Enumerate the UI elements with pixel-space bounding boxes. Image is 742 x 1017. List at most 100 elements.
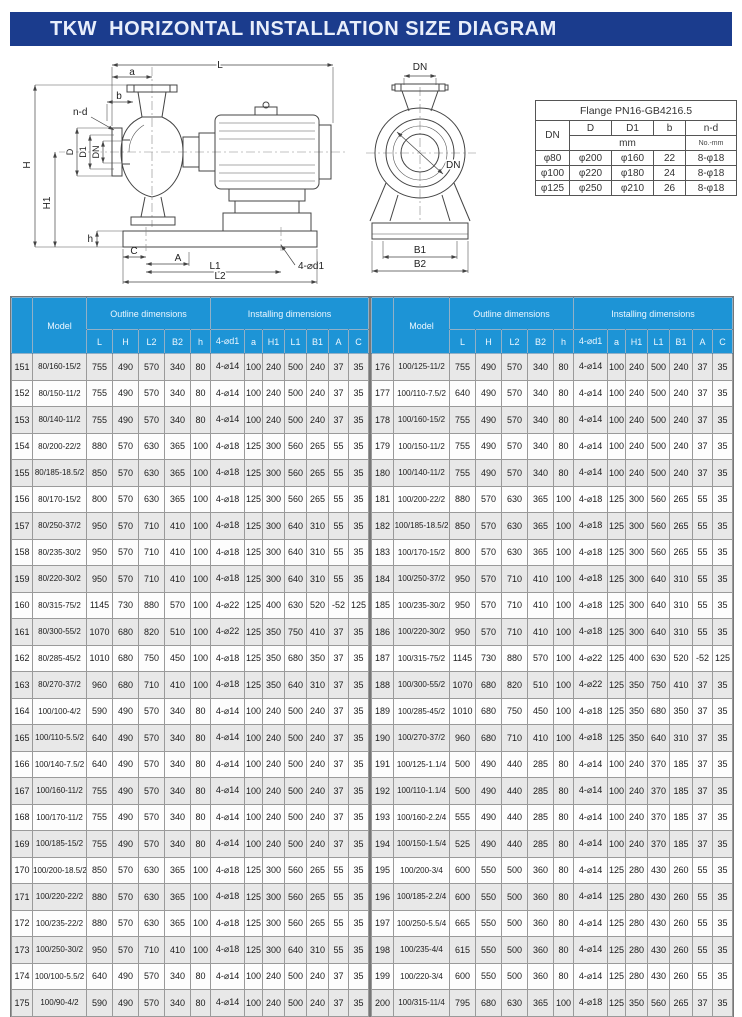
dim-cell: 125 xyxy=(607,565,627,593)
dim-cell: 880 xyxy=(449,485,476,513)
dim-cell: 4-⌀18 xyxy=(210,512,246,540)
dim-cell: 80 xyxy=(189,830,212,858)
dim-cell: 490 xyxy=(475,459,502,487)
dim-cell: 490 xyxy=(112,353,139,381)
dim-cell: 35 xyxy=(712,565,734,593)
dim-cell: 35 xyxy=(348,353,370,381)
dim-cell: 520 xyxy=(669,644,694,672)
dim-cell: 240 xyxy=(625,830,649,858)
row-number: 188 xyxy=(371,671,394,699)
dim-cell: 755 xyxy=(86,830,113,858)
dim-cell: 80 xyxy=(552,856,575,884)
dim-cell: 4-⌀18 xyxy=(210,432,246,460)
dim-cell: 510 xyxy=(527,671,554,699)
dim-cell: 100 xyxy=(244,724,264,752)
flange-col-d: D xyxy=(569,120,612,136)
col-L2: L2 xyxy=(138,329,165,354)
row-number: 173 xyxy=(11,936,33,964)
dim-cell: 4-⌀14 xyxy=(573,909,609,937)
dim-cell: 35 xyxy=(712,379,734,407)
model-cell: 100/125-1.1/4 xyxy=(393,750,450,778)
table-row: 194 100/150-1.5/4 525 490 440 285 80 4-⌀14 100 24… xyxy=(371,830,734,858)
dim-cell: 125 xyxy=(607,485,627,513)
dim-cell: 4-⌀18 xyxy=(210,671,246,699)
dim-cell: 4-⌀14 xyxy=(573,803,609,831)
dim-cell: 560 xyxy=(647,538,671,566)
dim-cell: 500 xyxy=(501,936,528,964)
col-B2: B2 xyxy=(527,329,554,354)
dim-cell: 560 xyxy=(284,856,308,884)
dim-cell: 570 xyxy=(501,432,528,460)
dim-cell: 100 xyxy=(244,406,264,434)
dim-cell: 35 xyxy=(348,936,370,964)
dim-cell: 750 xyxy=(138,644,165,672)
dim-cell: 125 xyxy=(607,644,627,672)
dim-cell: 4-⌀18 xyxy=(210,856,246,884)
dim-cell: 450 xyxy=(527,697,554,725)
dim-cell: 730 xyxy=(475,644,502,672)
dim-cell: 430 xyxy=(647,936,671,964)
dim-cell: 570 xyxy=(138,379,165,407)
flange-cell: φ80 xyxy=(535,150,570,166)
dim-cell: 950 xyxy=(86,565,113,593)
dim-cell: 35 xyxy=(712,512,734,540)
dim-cell: 240 xyxy=(306,962,330,990)
dim-cell: 125 xyxy=(244,591,264,619)
model-cell: 80/250-37/2 xyxy=(32,512,87,540)
dim-cell: 80 xyxy=(189,379,212,407)
model-cell: 80/300-55/2 xyxy=(32,618,87,646)
dim-cell: 570 xyxy=(138,777,165,805)
dim-cell: 125 xyxy=(607,724,627,752)
dim-cell: 125 xyxy=(244,883,264,911)
dim-cell: 35 xyxy=(712,830,734,858)
row-number: 179 xyxy=(371,432,394,460)
dim-cell: 340 xyxy=(164,353,191,381)
dim-cell: 55 xyxy=(692,909,714,937)
dim-cell: 680 xyxy=(112,644,139,672)
dim-cell: 300 xyxy=(262,883,286,911)
dim-cell: 300 xyxy=(262,565,286,593)
model-cell: 100/100-5.5/2 xyxy=(32,962,87,990)
dim-cell: 125 xyxy=(244,936,264,964)
dim-cell: 640 xyxy=(647,724,671,752)
col-a: a xyxy=(607,329,627,354)
dim-label-anchor-holes: 4-⌀d1 xyxy=(298,261,324,272)
dim-cell: 550 xyxy=(475,856,502,884)
dim-cell: 4-⌀18 xyxy=(573,565,609,593)
dim-cell: 55 xyxy=(328,856,350,884)
dim-cell: 37 xyxy=(692,777,714,805)
flange-cell: φ250 xyxy=(569,180,612,196)
dim-cell: 490 xyxy=(112,989,139,1017)
dim-cell: 35 xyxy=(712,406,734,434)
dim-cell: 300 xyxy=(262,856,286,884)
dim-cell: 665 xyxy=(449,909,476,937)
dim-cell: 570 xyxy=(112,856,139,884)
dim-cell: 550 xyxy=(475,936,502,964)
dim-cell: 4-⌀14 xyxy=(573,777,609,805)
flange-table: Flange PN16-GB4216.5 DN D D1 b n-d mm No… xyxy=(534,100,738,196)
dim-cell: 240 xyxy=(669,353,694,381)
dim-cell: 35 xyxy=(348,459,370,487)
flange-cell: φ180 xyxy=(611,165,654,181)
dim-cell: 4-⌀14 xyxy=(210,962,246,990)
dim-cell: 710 xyxy=(501,724,528,752)
dim-cell: 240 xyxy=(306,777,330,805)
dim-cell: 4-⌀14 xyxy=(210,750,246,778)
dim-cell: 35 xyxy=(348,538,370,566)
row-number: 177 xyxy=(371,379,394,407)
dim-cell: 710 xyxy=(138,936,165,964)
dim-cell: 80 xyxy=(552,962,575,990)
dim-cell: 125 xyxy=(244,512,264,540)
dim-cell: 125 xyxy=(244,485,264,513)
model-cell: 100/315-75/2 xyxy=(393,644,450,672)
dim-cell: 35 xyxy=(348,671,370,699)
dim-cell: 755 xyxy=(86,803,113,831)
dim-cell: 410 xyxy=(527,591,554,619)
dim-cell: 80 xyxy=(552,432,575,460)
dim-cell: 240 xyxy=(306,406,330,434)
dim-cell: 80 xyxy=(552,803,575,831)
row-number: 158 xyxy=(11,538,33,566)
dim-cell: 100 xyxy=(189,936,212,964)
row-number: 161 xyxy=(11,618,33,646)
dim-cell: 710 xyxy=(501,618,528,646)
